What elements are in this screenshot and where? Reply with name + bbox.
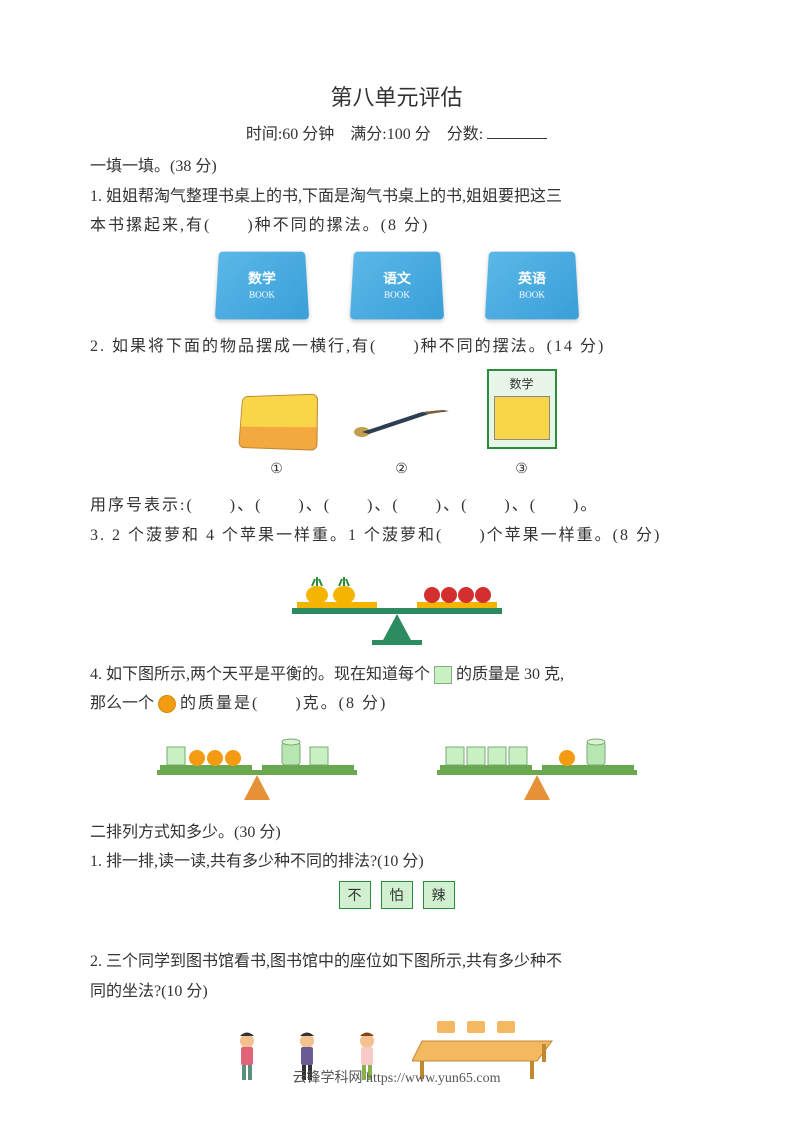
section1-header: 一填一填。(38 分) [90, 154, 703, 180]
q4-line1: 4. 如下图所示,两个天平是平衡的。现在知道每个 的质量是 30 克, [90, 662, 703, 688]
mathbook-icon: 数学 [487, 369, 557, 449]
s2q1-tiles: 不 怕 辣 [90, 881, 703, 909]
eraser-icon [238, 394, 318, 451]
page-title: 第八单元评估 [90, 80, 703, 112]
q2-items-row: ① ② 数学 ③ [90, 369, 703, 478]
footer-text: 云锋学科网 https://www.yun65.com [0, 1067, 793, 1087]
q3-balance [90, 557, 703, 647]
q2-line1: 2. 如果将下面的物品摆成一横行,有( )种不同的摆法。(14 分) [90, 334, 703, 360]
time-label: 时间:60 分钟 [246, 126, 334, 143]
q2-line2: 用序号表示:( )、( )、( )、( )、( )、( )。 [90, 493, 703, 519]
book-math: 数学 BOOK [214, 251, 308, 319]
tile-1: 不 [339, 881, 371, 909]
fullscore-label: 满分:100 分 [350, 126, 430, 143]
q2-item-3: 数学 ③ [487, 369, 557, 478]
s2q2-line1: 2. 三个同学到图书馆看书,图书馆中的座位如下图所示,共有多少种不 [90, 949, 703, 975]
pen-icon [347, 394, 457, 449]
q4-balances [90, 725, 703, 805]
q3-text: 3. 2 个菠萝和 4 个苹果一样重。1 个菠萝和( )个苹果一样重。(8 分) [90, 523, 703, 549]
q4-line2: 那么一个 的质量是( )克。(8 分) [90, 691, 703, 717]
exam-meta: 时间:60 分钟 满分:100 分 分数: [90, 120, 703, 144]
cube-icon [434, 666, 452, 684]
ball-icon [158, 695, 176, 713]
s2q1-text: 1. 排一排,读一读,共有多少种不同的排法?(10 分) [90, 849, 703, 875]
balance-1 [152, 725, 362, 805]
tile-3: 辣 [423, 881, 455, 909]
q2-item-1: ① [237, 394, 317, 478]
q1-books-row: 数学 BOOK 语文 BOOK 英语 BOOK [90, 249, 703, 319]
q2-item-2: ② [347, 394, 457, 478]
score-blank[interactable] [487, 138, 547, 139]
q1-line2: 本书摞起来,有( )种不同的摞法。(8 分) [90, 213, 703, 239]
s2q2-line2: 同的坐法?(10 分) [90, 979, 703, 1005]
q1-line1: 1. 姐姐帮淘气整理书桌上的书,下面是淘气书桌上的书,姐姐要把这三 [90, 184, 703, 210]
tile-2: 怕 [381, 881, 413, 909]
section2-header: 二排列方式知多少。(30 分) [90, 820, 703, 846]
book-english: 英语 BOOK [484, 251, 578, 319]
score-label: 分数: [447, 126, 483, 143]
balance-2 [432, 725, 642, 805]
book-chinese: 语文 BOOK [349, 251, 443, 319]
